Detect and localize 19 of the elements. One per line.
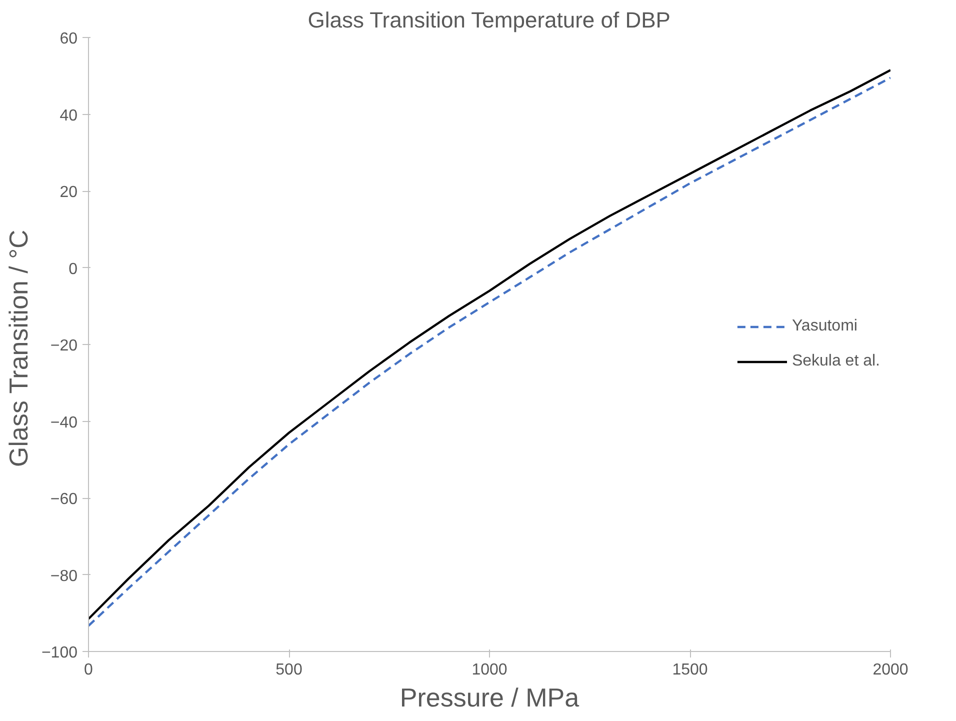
x-tick-label: 1500 (672, 662, 708, 678)
chart-title: Glass Transition Temperature of DBP (308, 8, 670, 32)
legend-label: Sekula et al. (792, 352, 880, 370)
legend-label: Yasutomi (792, 318, 858, 336)
y-tick-label: 40 (60, 107, 78, 124)
x-tick-label: 0 (84, 662, 94, 678)
y-tick-label: −100 (41, 644, 78, 662)
y-tick-label: −40 (50, 414, 78, 432)
y-tick-label: 20 (60, 184, 78, 201)
y-tick-label: −60 (50, 491, 78, 508)
y-axis-title: Glass Transition / °C (3, 230, 34, 467)
x-tick-label: 2000 (872, 662, 908, 678)
y-tick-label: −20 (50, 338, 78, 354)
y-tick-label: 0 (68, 260, 78, 278)
y-tick-label: 60 (60, 30, 78, 48)
x-tick-label: 500 (276, 662, 302, 678)
x-tick-label: 1000 (472, 662, 508, 678)
x-axis-title: Pressure / MPa (400, 682, 580, 712)
y-tick-label: −80 (50, 568, 78, 585)
